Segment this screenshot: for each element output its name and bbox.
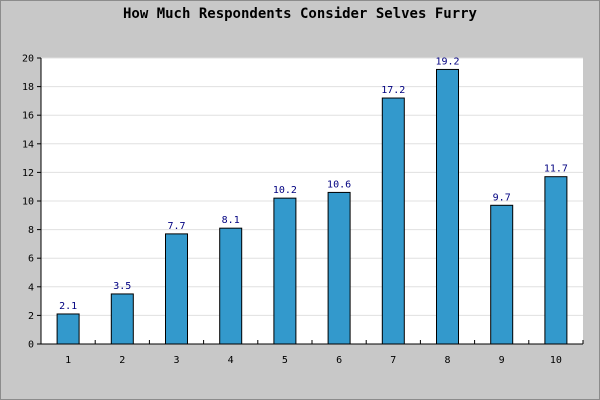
x-tick-label: 9	[499, 355, 505, 366]
data-label: 10.6	[327, 179, 351, 190]
data-label: 7.7	[167, 221, 185, 232]
bar-8	[436, 68, 459, 345]
bar-1	[56, 313, 80, 345]
bar-5	[273, 197, 297, 345]
x-tick-label: 7	[390, 355, 396, 366]
x-tick-label: 1	[65, 355, 71, 366]
y-tick-label: 6	[28, 254, 34, 265]
data-label: 8.1	[222, 215, 240, 226]
data-label: 17.2	[381, 85, 405, 96]
x-tick-label: 2	[119, 355, 125, 366]
bars	[56, 68, 568, 345]
y-tick-label: 14	[22, 139, 34, 150]
x-tick-label: 5	[282, 355, 288, 366]
axes	[37, 57, 584, 345]
bar-7	[381, 97, 405, 345]
data-label: 9.7	[493, 192, 511, 203]
data-label: 2.1	[59, 301, 77, 312]
y-tick-label: 16	[22, 111, 34, 122]
x-tick-label: 3	[173, 355, 179, 366]
y-tick-label: 2	[28, 311, 34, 322]
y-tick-label: 20	[22, 54, 34, 65]
bar-10	[544, 176, 568, 345]
data-label: 3.5	[113, 281, 131, 292]
labels: 0 2 4 6 8 10 12 14 16 18 20 1 2.1 2 3.5 3 7.7 4 8.1 5 10.2 6 1…	[22, 54, 568, 367]
data-label: 11.7	[544, 164, 568, 175]
y-tick-label: 0	[28, 340, 34, 351]
y-tick-label: 18	[22, 82, 34, 93]
chart-title: How Much Respondents Consider Selves Fur…	[122, 6, 477, 22]
x-tick-label: 6	[336, 355, 342, 366]
bar-4	[219, 227, 243, 345]
y-tick-label: 4	[28, 282, 34, 293]
bar-2	[110, 293, 134, 345]
data-label: 10.2	[273, 185, 297, 196]
y-tick-label: 12	[22, 168, 34, 179]
x-tick-label: 8	[444, 355, 450, 366]
data-label: 19.2	[435, 56, 459, 67]
y-tick-label: 8	[28, 225, 34, 236]
bar-6	[327, 191, 351, 345]
y-tick-label: 10	[22, 197, 34, 208]
x-tick-label: 10	[550, 355, 562, 366]
bar-3	[165, 233, 188, 345]
bar-9	[490, 204, 514, 345]
x-tick-label: 4	[228, 355, 234, 366]
